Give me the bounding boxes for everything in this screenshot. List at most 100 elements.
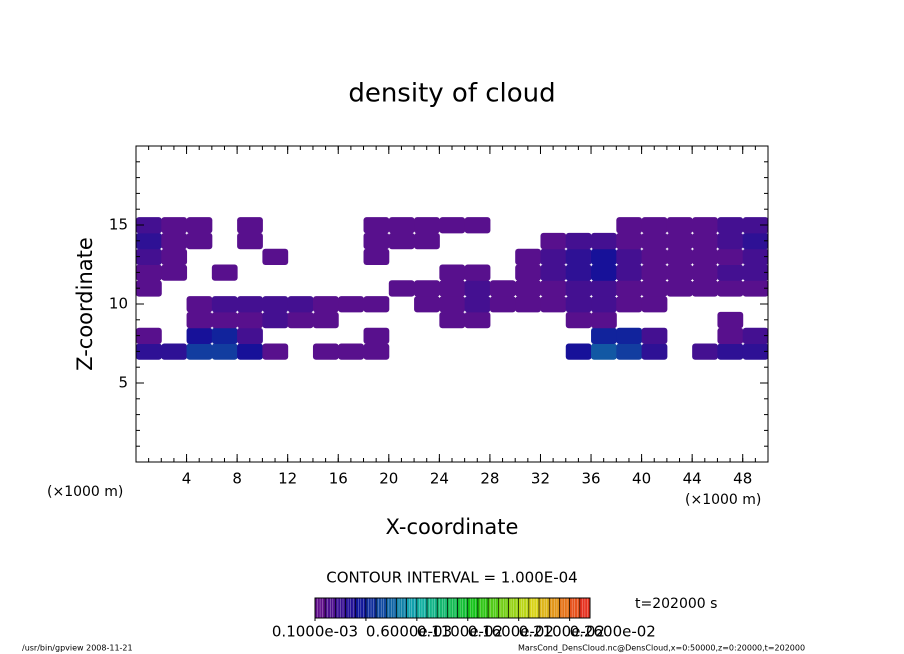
density-cell [287,311,314,329]
density-cell [666,280,693,297]
density-cell [464,264,491,281]
density-cell [237,296,263,313]
density-cell [414,280,440,297]
density-cell [211,343,238,360]
x-tick-label: 4 [182,470,192,488]
density-cell [717,248,744,265]
density-cell [540,264,567,281]
density-cell [312,311,339,329]
density-cell [464,296,491,313]
density-cell [464,280,491,297]
density-cell [565,311,592,329]
x-tick-label: 32 [531,470,550,488]
footer-left: /usr/bin/gpview 2008-11-21 [22,644,133,653]
chart-title: density of cloud [348,79,555,109]
density-cell [616,327,643,344]
density-cell [666,264,693,281]
density-cell [363,296,390,313]
density-cell [136,280,162,297]
density-cell [616,248,643,265]
density-cell [742,232,769,250]
density-cell [439,280,466,297]
density-cell [338,343,365,360]
density-cell [666,248,693,265]
density-cell [439,217,466,234]
density-cell [591,327,617,344]
y-axis-label: Z-coordinate [73,237,97,371]
density-cell [692,232,718,250]
density-cell [742,217,769,234]
y-unit: (×1000 m) [47,484,123,500]
density-cell [591,311,617,329]
density-cell [363,217,390,234]
density-cell [388,232,415,250]
density-cell [616,264,643,281]
density-cell [464,311,491,329]
density-cell [262,248,289,265]
y-tick-label: 10 [109,295,128,313]
density-cell [515,280,541,297]
density-cell [692,264,718,281]
x-tick-label: 40 [632,470,651,488]
density-cell [136,327,162,344]
density-cell [136,217,162,234]
density-cell [641,217,668,234]
density-cell [515,296,541,313]
density-cell [641,248,668,265]
density-cell [439,264,466,281]
density-cell [565,280,592,297]
y-tick-label: 5 [118,374,128,392]
density-cell [616,232,643,250]
density-cell [742,248,769,265]
x-tick-label: 20 [379,470,398,488]
density-cell [161,343,188,360]
x-tick-label: 16 [329,470,348,488]
density-cell [262,311,289,329]
density-cell [565,248,592,265]
density-cell [717,311,744,329]
x-tick-label: 12 [278,470,297,488]
density-cell [692,248,718,265]
density-cell [717,217,744,234]
density-cell [161,248,188,265]
density-cell [565,343,592,360]
density-cell [565,264,592,281]
x-tick-label: 36 [581,470,600,488]
density-cell [489,280,516,297]
y-tick-label: 15 [109,216,128,234]
density-cell [489,296,516,313]
density-cell [742,343,769,360]
density-cell [742,264,769,281]
density-cell [540,232,567,250]
density-cell [641,264,668,281]
density-cell [262,343,289,360]
density-cell [717,327,744,344]
density-cell [363,232,390,250]
density-cell [414,217,440,234]
density-cell [641,327,668,344]
density-cell [237,327,263,344]
density-cell [237,343,263,360]
density-cell [692,217,718,234]
x-tick-label: 28 [480,470,499,488]
colorbar-label: 0.6000e-03 [366,623,452,641]
density-cell [591,248,617,265]
density-cell [363,248,390,265]
density-cell [616,217,643,234]
density-cell [338,296,365,313]
density-cell [616,296,643,313]
density-cell [136,343,162,360]
density-cell [211,296,238,313]
colorbar-label: 0.2100e-02 [519,623,605,641]
density-cell [540,296,567,313]
x-unit: (×1000 m) [685,492,761,508]
density-cell [692,280,718,297]
density-cell [186,296,213,313]
density-cell [565,296,592,313]
density-cell [312,296,339,313]
colorbar-label: 0.2600e-02 [570,623,656,641]
x-tick-label: 24 [430,470,449,488]
density-cell [565,232,592,250]
contour-interval: CONTOUR INTERVAL = 1.000E-04 [326,569,577,587]
density-cell [515,264,541,281]
